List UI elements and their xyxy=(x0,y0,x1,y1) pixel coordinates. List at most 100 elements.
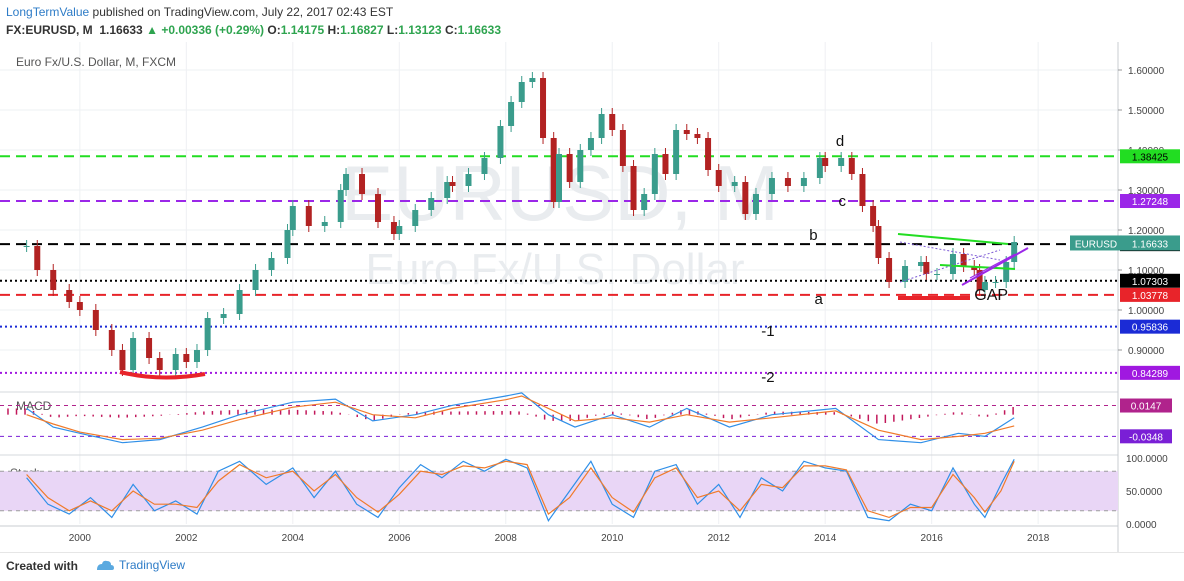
price-tick-label: 1.20000 xyxy=(1128,226,1165,237)
level-price-tag-label: 0.84289 xyxy=(1132,369,1169,380)
candle-body xyxy=(481,158,488,174)
candle-body xyxy=(933,274,940,275)
time-tick-label: 2012 xyxy=(708,533,731,544)
candle-body xyxy=(976,270,983,290)
candle-body xyxy=(870,206,877,226)
symbol-line: FX:EURUSD, M 1.16633 ▲ +0.00336 (+0.29%)… xyxy=(6,23,501,37)
price-change: +0.00336 (+0.29%) xyxy=(161,23,265,37)
close-label: C: xyxy=(444,23,458,37)
candle-body xyxy=(412,210,419,226)
triangle-top-green[interactable] xyxy=(897,233,1009,245)
time-axis[interactable]: 2000 2002 2004 2006 2008 2010 2012 2014 2016 2018 xyxy=(0,525,1118,544)
author-link[interactable]: LongTermValue xyxy=(6,5,90,19)
wave-label: a xyxy=(815,291,824,308)
candle-body xyxy=(556,154,562,202)
candle-body xyxy=(284,230,291,258)
candle-body xyxy=(220,314,227,318)
tradingview-logo-icon xyxy=(97,560,114,570)
candle-body xyxy=(497,126,504,158)
candle-body xyxy=(800,178,807,186)
level-price-tag-label: 1.27248 xyxy=(1132,197,1169,208)
chart-svg[interactable]: EURUSD, M Euro Fx/U.S. Dollar dcba-1-2GA… xyxy=(0,42,1184,552)
candle-body xyxy=(949,254,956,274)
level-price-tag-label: 1.38425 xyxy=(1132,152,1169,163)
tradingview-link[interactable]: TradingView xyxy=(95,558,185,572)
created-with-text: Created with xyxy=(6,559,79,573)
candle-body xyxy=(918,262,925,266)
macd-line xyxy=(26,395,1015,441)
macd-level-tag xyxy=(1120,429,1172,444)
candle-body xyxy=(566,154,573,182)
candle-body xyxy=(981,282,988,290)
chart-area[interactable]: EURUSD, M Euro Fx/U.S. Dollar d c b a -1 -2 GA… xyxy=(0,42,1184,552)
candle-body xyxy=(923,262,930,274)
level-price-tag-label: 0.95836 xyxy=(1132,323,1169,334)
candle-body xyxy=(92,310,99,330)
candle-body xyxy=(172,354,179,370)
candle-body xyxy=(518,82,525,102)
price-tick-label: 1.50000 xyxy=(1128,106,1165,117)
wave-label: GAP xyxy=(974,287,1008,304)
time-tick-label: 2016 xyxy=(921,533,944,544)
level-price-tag xyxy=(1120,365,1180,380)
horizontal-levels xyxy=(0,155,1118,374)
watermark-name: Euro Fx/U.S. Dollar xyxy=(366,245,745,294)
candle-body xyxy=(550,138,557,202)
channel-line-purple-2[interactable] xyxy=(969,253,1016,279)
time-tick-label: 2004 xyxy=(282,533,305,544)
channel-line-purple-1[interactable] xyxy=(961,247,1029,286)
candle-body xyxy=(390,222,397,234)
low-value: 1.13123 xyxy=(398,23,442,37)
candle-body xyxy=(731,182,738,186)
current-price-tag-label: 1.16633 xyxy=(1132,239,1169,250)
candle-body xyxy=(752,194,759,214)
candle-body xyxy=(673,130,680,174)
stoch-line xyxy=(26,458,1015,522)
wave-label: b xyxy=(809,227,817,244)
candle-body xyxy=(156,358,163,370)
candle-body xyxy=(34,246,41,270)
candle-body xyxy=(76,302,83,310)
chart-background xyxy=(0,42,1184,552)
candle-body xyxy=(838,158,845,166)
candle-body xyxy=(587,138,594,150)
candle-body xyxy=(449,182,456,186)
candle-body xyxy=(236,290,243,314)
candle-body xyxy=(609,114,616,130)
open-value: 1.14175 xyxy=(280,23,325,37)
stoch-tick-label: 50.0000 xyxy=(1126,487,1163,498)
high-label: H: xyxy=(327,23,341,37)
candle-body xyxy=(1003,262,1010,282)
triangle-bottom-green[interactable] xyxy=(939,264,1016,270)
candle-body xyxy=(146,338,153,358)
candle-body xyxy=(359,174,366,194)
candle-body xyxy=(784,178,791,186)
candle-body xyxy=(630,166,637,210)
candle-body xyxy=(768,178,775,194)
candle-body xyxy=(960,254,967,266)
candle-body xyxy=(130,338,137,370)
last-price: 1.16633 xyxy=(99,23,143,37)
level-price-tag-label: 1.07303 xyxy=(1132,277,1169,288)
candle-body xyxy=(1011,242,1018,262)
close-value: 1.16633 xyxy=(457,23,502,37)
stoch-tick-label: 0.0000 xyxy=(1126,520,1157,531)
candle-body xyxy=(508,102,515,126)
candle-body xyxy=(193,350,200,362)
candle-body xyxy=(444,182,451,198)
candle-body xyxy=(651,154,658,194)
chart-header: LongTermValue published on TradingView.c… xyxy=(0,0,1184,42)
candle-body xyxy=(268,258,275,270)
candle-body xyxy=(66,290,73,302)
candle-body xyxy=(396,226,403,234)
footer-bar: Created with TradingView xyxy=(0,552,1184,581)
candle-body xyxy=(619,130,626,166)
wave-label: d xyxy=(836,133,844,150)
trend-drawings xyxy=(119,233,1029,380)
symbol-name: FX:EURUSD, M xyxy=(6,23,93,37)
stoch-tick-label: 100.0000 xyxy=(1126,454,1168,465)
time-tick-label: 2010 xyxy=(601,533,624,544)
price-axis[interactable]: 0.900001.000001.100001.200001.300001.400… xyxy=(1070,66,1180,380)
candle-body xyxy=(694,134,701,138)
candle-body xyxy=(23,246,30,247)
